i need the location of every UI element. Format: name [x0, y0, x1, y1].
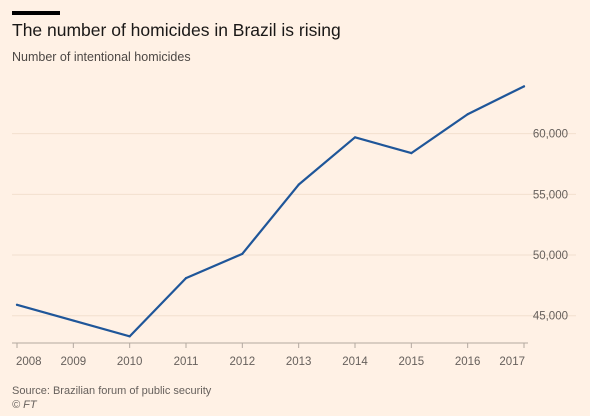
data-point — [128, 335, 131, 338]
y-tick-label: 55,000 — [533, 189, 568, 201]
x-tick-label: 2017 — [499, 356, 525, 368]
x-tick-label: 2012 — [230, 356, 256, 368]
x-tick-label: 2010 — [117, 356, 143, 368]
x-axis: 2008 2009 2010 2011 2012 2013 2014 2015 2016 2017 — [12, 342, 528, 368]
series-line — [15, 85, 526, 338]
data-point — [72, 319, 75, 322]
chart-subtitle: Number of intentional homicides — [12, 50, 191, 64]
data-point — [241, 252, 244, 255]
data-point — [410, 152, 413, 155]
title-accent-bar — [12, 11, 60, 15]
y-axis: 45,000 50,000 55,000 60,000 — [533, 129, 568, 323]
line-chart: 2008 2009 2010 2011 2012 2013 2014 2015 2016 2017… — [12, 85, 576, 368]
source-note: Source: Brazilian forum of public securi… — [12, 385, 212, 397]
x-tick-label: 2011 — [174, 356, 199, 368]
data-point — [15, 303, 19, 306]
y-tick-label: 50,000 — [533, 250, 568, 262]
x-tick-label: 2016 — [455, 356, 481, 368]
y-tick-label: 60,000 — [533, 129, 568, 141]
data-point — [522, 85, 526, 88]
series-layer — [15, 85, 526, 338]
x-tick-label: 2008 — [16, 356, 42, 368]
x-tick-label: 2015 — [399, 356, 425, 368]
data-point — [466, 113, 469, 116]
x-tick-label: 2014 — [342, 356, 368, 368]
chart-title: The number of homicides in Brazil is ris… — [12, 20, 341, 40]
x-tick-label: 2013 — [286, 356, 312, 368]
x-tick-label: 2009 — [61, 356, 87, 368]
y-tick-label: 45,000 — [533, 311, 568, 323]
gridlines — [12, 133, 576, 317]
data-point — [353, 136, 357, 139]
data-point — [184, 277, 188, 280]
data-point — [297, 183, 300, 186]
ft-credit: © FT — [12, 399, 37, 411]
